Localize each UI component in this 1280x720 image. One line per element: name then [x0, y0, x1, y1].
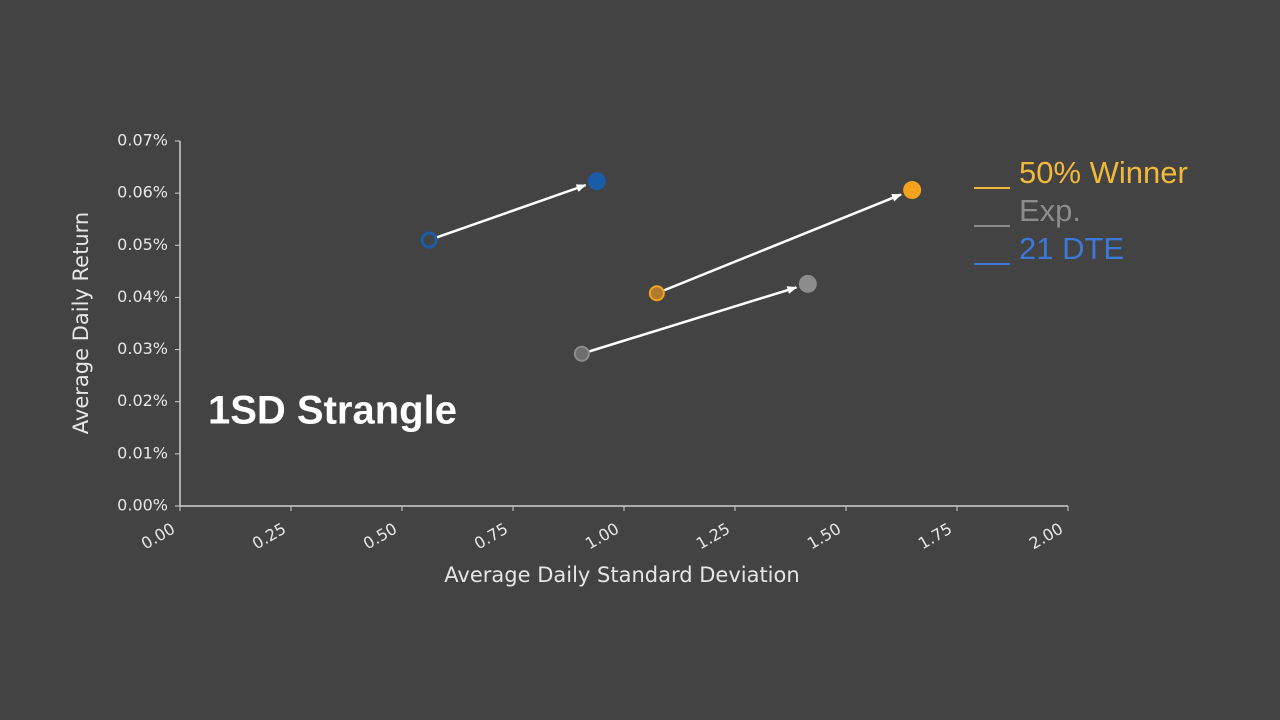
- x-tick-label: 0.25: [249, 519, 289, 553]
- y-tick-label: 0.03%: [117, 339, 168, 358]
- x-tick-label: 0.50: [360, 519, 400, 553]
- x-tick-label: 0.75: [471, 519, 511, 553]
- x-tick-label: 2.00: [1026, 519, 1066, 553]
- y-tick-label: 0.02%: [117, 391, 168, 410]
- x-tick-label: 1.50: [804, 519, 844, 553]
- legend-label: 21 DTE: [1019, 231, 1124, 266]
- point: [573, 345, 590, 362]
- point: [798, 274, 817, 293]
- x-axis-label: Average Daily Standard Deviation: [444, 563, 799, 587]
- y-tick-label: 0.05%: [117, 235, 168, 254]
- legend-label: 50% Winner: [1019, 155, 1188, 190]
- point: [648, 285, 665, 302]
- point: [420, 231, 438, 249]
- arrow: [436, 183, 587, 239]
- y-tick-label: 0.04%: [117, 287, 168, 306]
- annotation: 1SD Strangle: [208, 389, 457, 433]
- x-tick-label: 1.25: [693, 519, 733, 553]
- y-axis-label: Average Daily Return: [69, 212, 93, 434]
- y-tick-label: 0.00%: [117, 496, 168, 515]
- y-tick-label: 0.07%: [117, 131, 168, 150]
- y-tick-label: 0.06%: [117, 183, 168, 202]
- arrow: [589, 286, 798, 353]
- x-tick-label: 1.75: [915, 519, 955, 553]
- y-tick-label: 0.01%: [117, 443, 168, 462]
- x-tick-label: 0.00: [138, 519, 178, 553]
- legend-label: Exp.: [1019, 193, 1081, 228]
- point: [903, 181, 922, 200]
- arrow: [663, 193, 902, 292]
- x-tick-label: 1.00: [582, 519, 622, 553]
- point: [587, 172, 606, 191]
